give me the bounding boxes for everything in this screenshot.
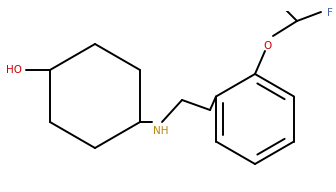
Text: NH: NH	[153, 126, 169, 136]
Text: O: O	[263, 41, 271, 51]
Text: F: F	[327, 8, 333, 18]
Text: HO: HO	[6, 65, 22, 75]
